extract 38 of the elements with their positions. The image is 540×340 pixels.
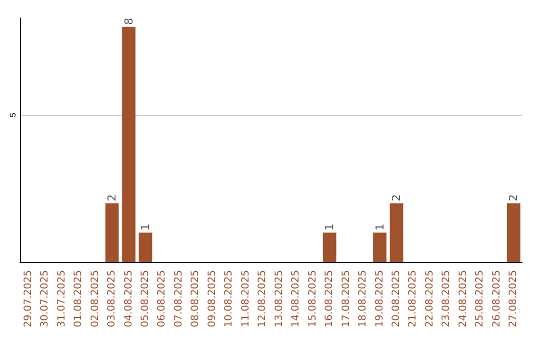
- x-tick-label: 16.08.2025: [324, 270, 336, 328]
- x-tick-label: 25.08.2025: [474, 270, 486, 328]
- data-label: 2: [106, 194, 119, 202]
- data-label: 8: [122, 18, 136, 25]
- x-tick-label: 20.08.2025: [391, 270, 402, 328]
- x-tick-label: 04.08.2025: [123, 270, 134, 328]
- x-tick-label: 22.08.2025: [424, 270, 436, 328]
- data-label: 2: [507, 194, 520, 202]
- x-tick-label: 09.08.2025: [206, 270, 218, 328]
- x-tick-label: 10.08.2025: [224, 270, 235, 328]
- x-tick-label: 21.08.2025: [408, 270, 419, 328]
- x-tick-label: 02.08.2025: [90, 270, 101, 328]
- x-tick-label: 27.08.2025: [508, 270, 520, 328]
- x-tick-label: 30.07.2025: [40, 270, 51, 328]
- x-tick-label: 23.08.2025: [441, 270, 452, 328]
- data-label: 2: [390, 194, 403, 202]
- data-label: 1: [373, 224, 386, 231]
- x-tick-label: 06.08.2025: [156, 270, 168, 328]
- x-tick-label: 29.07.2025: [22, 270, 34, 328]
- x-tick-label: 01.08.2025: [73, 270, 84, 328]
- x-tick-label: 15.08.2025: [307, 270, 318, 328]
- x-tick-label: 13.08.2025: [274, 270, 285, 328]
- data-label: 1: [139, 224, 152, 231]
- x-tick-label: 26.08.2025: [491, 270, 502, 328]
- x-tick-label: 07.08.2025: [173, 270, 184, 328]
- x-tick-label: 19.08.2025: [374, 270, 386, 328]
- data-label: 1: [323, 224, 336, 231]
- x-tick-label: 12.08.2025: [257, 270, 268, 328]
- x-tick-label: 17.08.2025: [340, 270, 352, 328]
- x-tick-label: 24.08.2025: [458, 270, 469, 328]
- x-tick-label: 11.08.2025: [240, 270, 252, 328]
- x-tick-label: 08.08.2025: [190, 270, 202, 328]
- y-tick-label: 5: [8, 112, 18, 118]
- x-tick-label: 18.08.2025: [358, 270, 369, 328]
- x-tick-label: 05.08.2025: [140, 270, 151, 328]
- x-tick-label: 03.08.2025: [106, 270, 118, 328]
- x-tick-label: 14.08.2025: [290, 270, 302, 328]
- x-tick-label: 31.07.2025: [56, 270, 68, 328]
